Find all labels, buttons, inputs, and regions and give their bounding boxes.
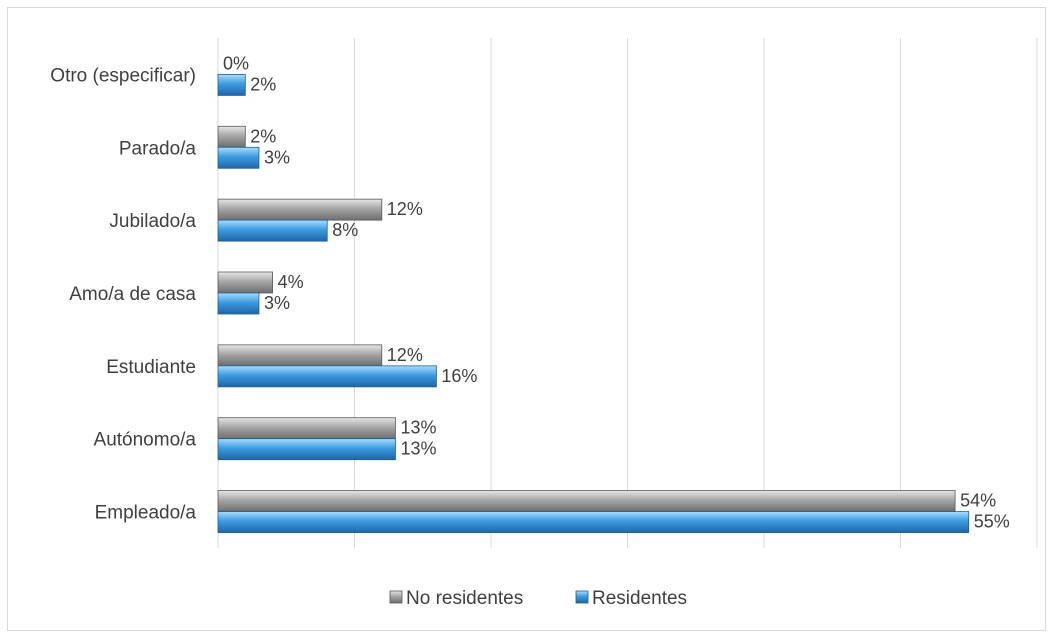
category-labels: Empleado/a Autónomo/a Estudiante Amo/a de c…	[50, 65, 196, 523]
legend-label: Residentes	[592, 588, 687, 609]
data-label: 2%	[250, 74, 276, 94]
category-label: Autónomo/a	[94, 430, 197, 451]
gridlines	[217, 38, 1038, 548]
category-label: Estudiante	[106, 357, 196, 378]
data-label: 54%	[960, 491, 996, 511]
category-label: Otro (especificar)	[50, 65, 196, 86]
bar-residentes	[217, 511, 970, 533]
category-label: Parado/a	[119, 138, 197, 159]
data-label: 0%	[223, 53, 249, 73]
value-labels: 54%55%13%13%12%16%4%3%12%8%2%3%0%2%	[223, 53, 1010, 531]
bar-no-residentes	[217, 490, 956, 512]
data-label: 12%	[387, 345, 423, 365]
bar-residentes	[217, 74, 246, 96]
bar-no-residentes	[217, 271, 273, 294]
data-label: 4%	[278, 272, 304, 292]
legend-label: No residentes	[406, 588, 523, 609]
bar-residentes	[217, 146, 260, 169]
data-label: 16%	[441, 366, 477, 386]
data-label: 8%	[332, 220, 358, 240]
bar-residentes	[217, 292, 260, 315]
bar-residentes	[217, 365, 437, 388]
data-label: 12%	[387, 199, 423, 219]
legend-swatch	[575, 590, 589, 604]
bar-no-residentes	[217, 125, 246, 148]
bar-residentes	[217, 438, 396, 461]
category-label: Empleado/a	[95, 503, 197, 524]
data-label: 13%	[400, 418, 436, 438]
bars	[217, 74, 970, 533]
bar-no-residentes	[217, 417, 396, 440]
data-label: 3%	[264, 147, 290, 167]
bar-no-residentes	[217, 344, 383, 367]
legend-swatch	[389, 590, 403, 604]
legend: No residentes Residentes	[389, 588, 687, 609]
category-label: Amo/a de casa	[69, 284, 196, 305]
bar-residentes	[217, 219, 328, 242]
data-label: 55%	[974, 512, 1010, 532]
bar-no-residentes	[217, 198, 383, 221]
category-label: Jubilado/a	[109, 211, 196, 232]
data-label: 13%	[400, 439, 436, 459]
data-label: 3%	[264, 293, 290, 313]
data-label: 2%	[250, 126, 276, 146]
